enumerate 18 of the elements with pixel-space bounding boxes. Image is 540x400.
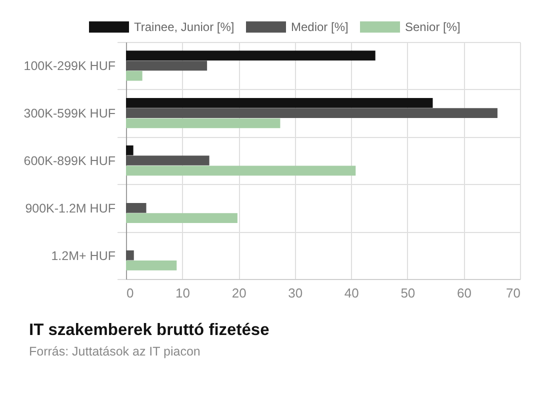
y-tick-label: 300K-599K HUF (24, 106, 116, 121)
y-tick-label: 1.2M+ HUF (51, 248, 116, 263)
x-tick-label: 60 (456, 286, 472, 300)
legend-label: Trainee, Junior [%] (134, 20, 234, 34)
text: IT szakemberek bruttó fizetése (29, 321, 270, 339)
x-tick-label: 10 (176, 286, 190, 300)
x-tick-label: 0 (126, 286, 134, 300)
x-tick-label: 50 (400, 286, 416, 300)
legend-label: Senior [%] (405, 20, 460, 34)
x-tick-label: 20 (232, 286, 246, 300)
y-tick-label: 600K-899K HUF (24, 154, 116, 168)
y-tick-label: 900K-1.2M HUF (25, 201, 116, 216)
x-tick-label: 70 (506, 286, 520, 300)
legend-label: Medior [%] (291, 20, 348, 34)
x-tick-label: 30 (288, 286, 303, 300)
y-tick-label: 100K-299K HUF (24, 59, 116, 74)
text: Forrás: Juttatások az IT piacon (29, 344, 200, 358)
x-tick-label: 40 (344, 286, 359, 300)
